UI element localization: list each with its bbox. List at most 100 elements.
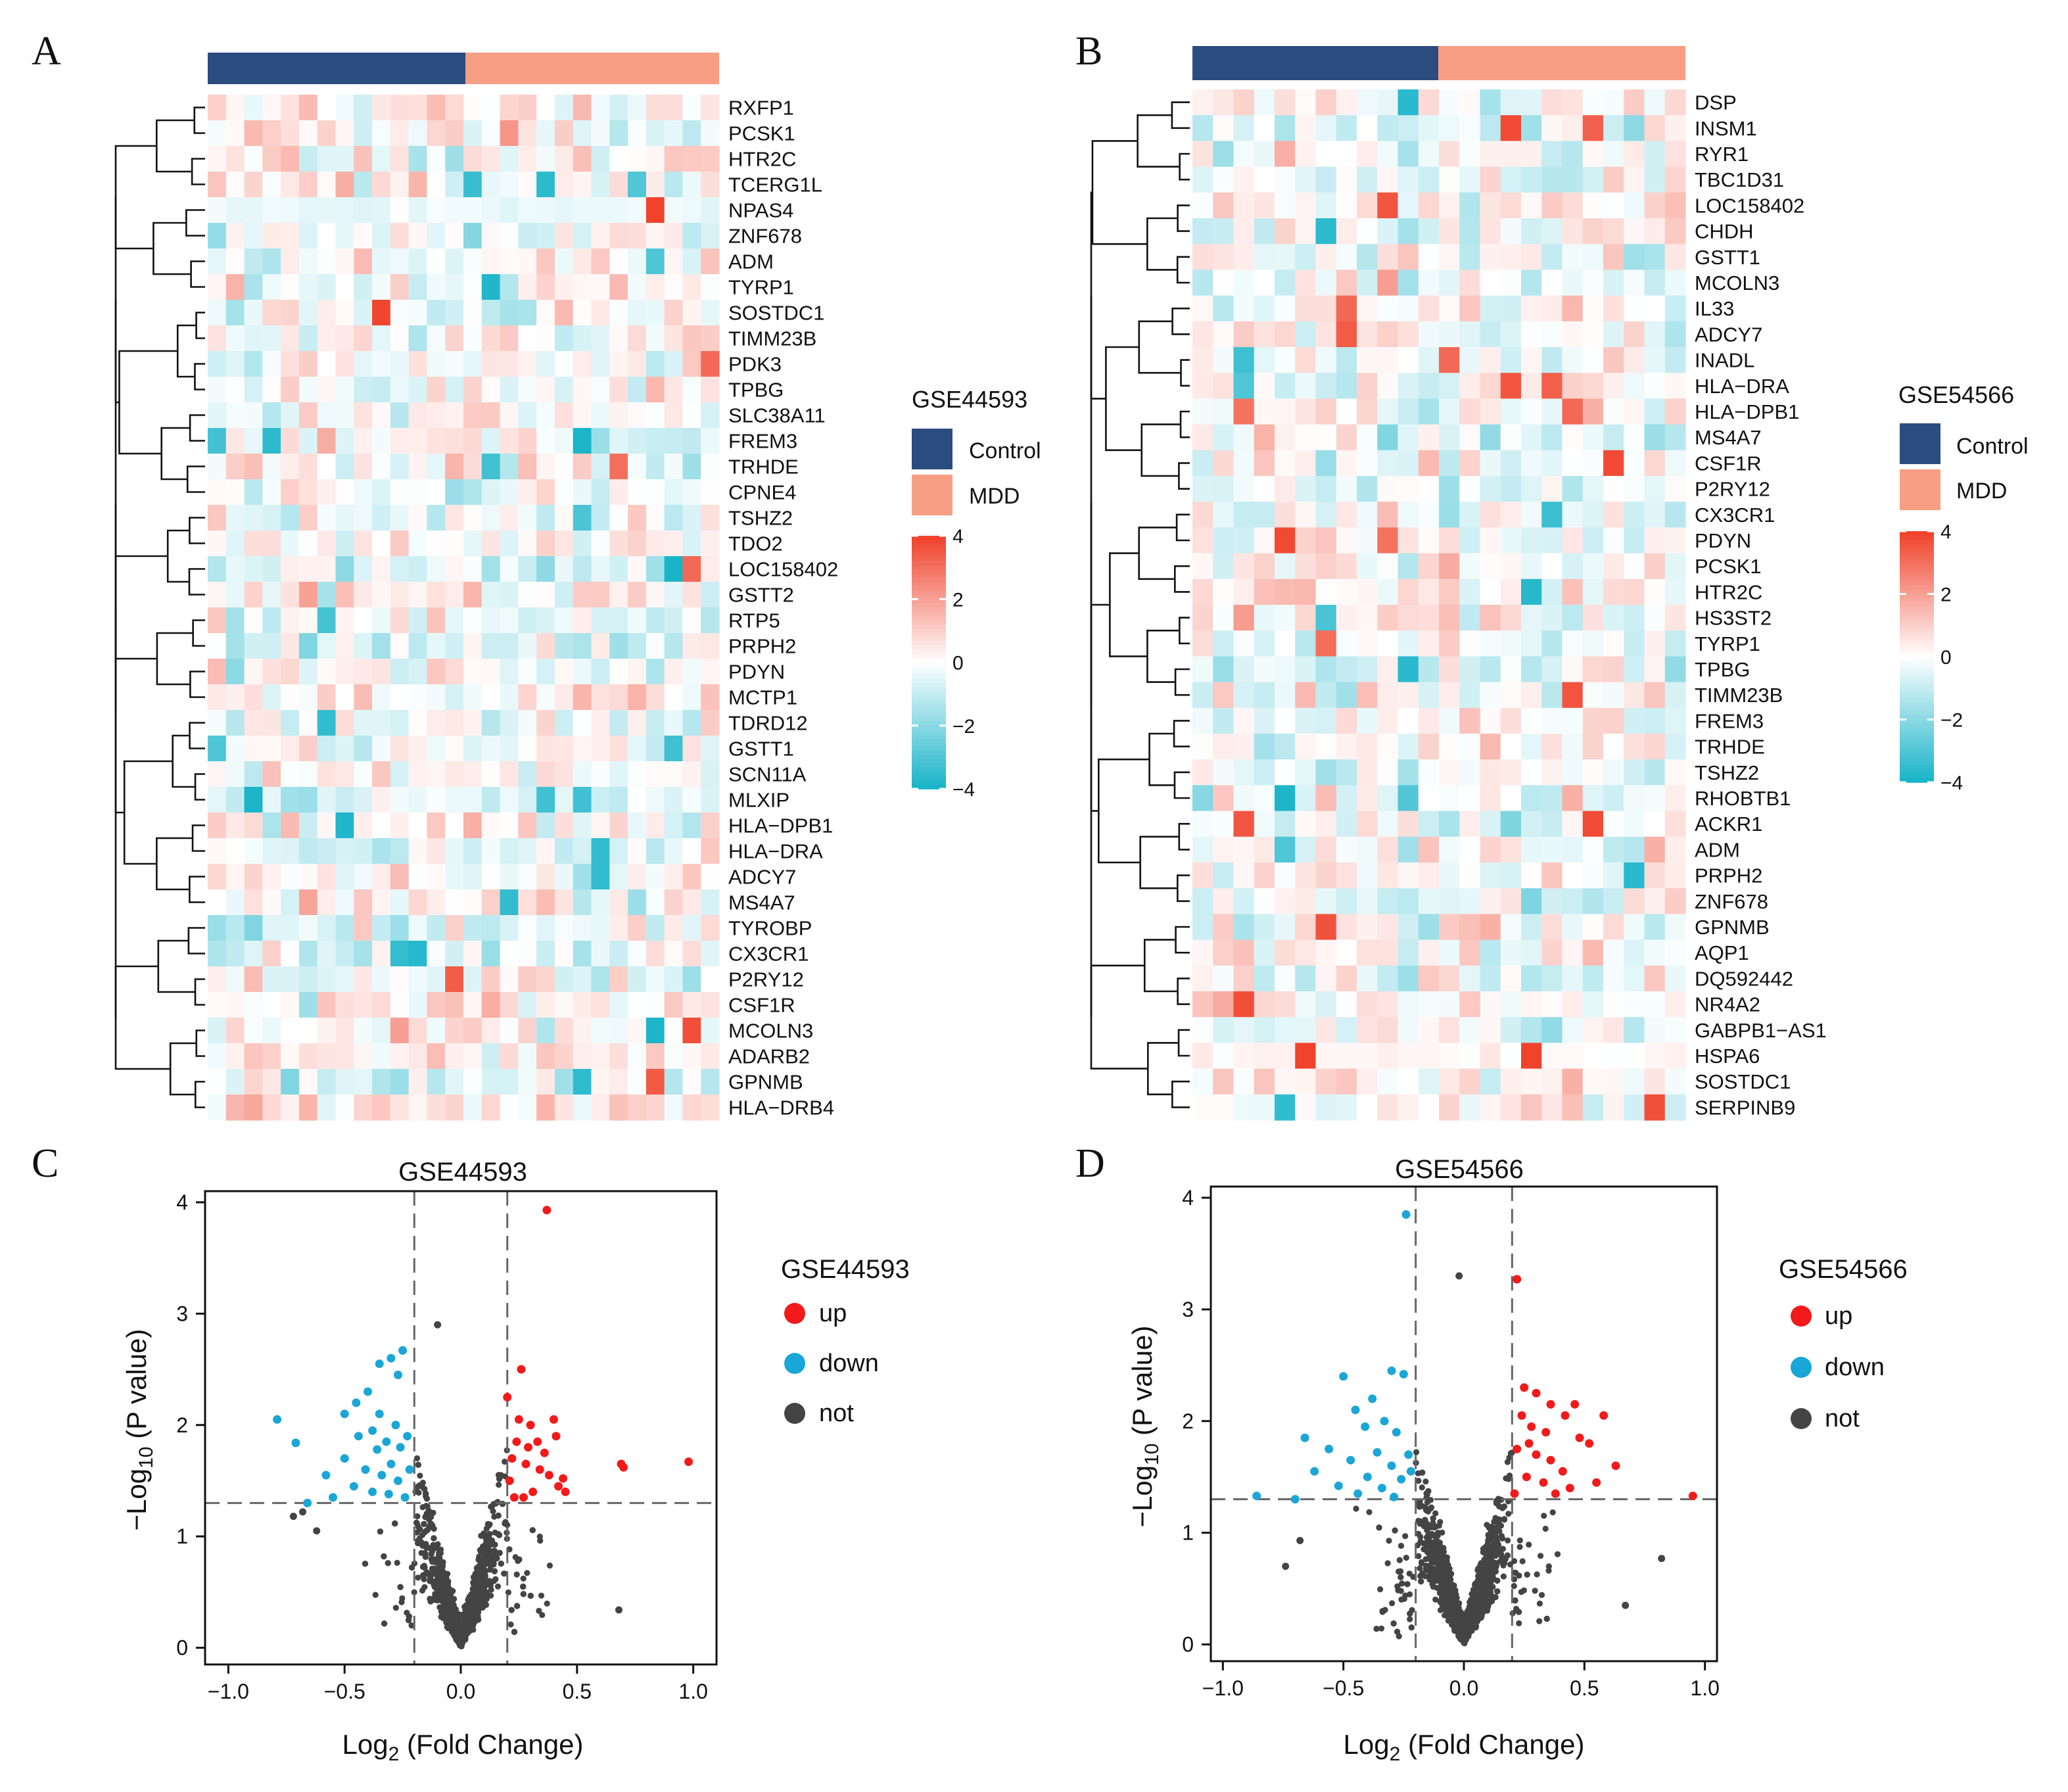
heatmap-cell — [1315, 424, 1337, 451]
colorbar-tick-label: 2 — [1940, 584, 1952, 606]
heatmap-cell — [408, 197, 428, 224]
heatmap-cell — [1357, 321, 1378, 348]
heatmap-cell — [701, 146, 720, 172]
heatmap-cell — [1459, 218, 1481, 245]
heatmap-cell — [536, 454, 555, 480]
heatmap-cell — [1377, 888, 1399, 914]
heatmap-cell — [445, 787, 464, 813]
heatmap-cell — [682, 633, 701, 659]
heatmap-cell — [1439, 1068, 1460, 1095]
heatmap-cell — [1459, 244, 1481, 270]
heatmap-cell — [463, 1095, 482, 1121]
heatmap-cell — [372, 915, 391, 941]
heatmap-cell — [1295, 811, 1317, 837]
heatmap-cell — [628, 684, 647, 711]
heatmap-cell — [298, 223, 318, 249]
heatmap-cell — [1521, 1043, 1542, 1070]
heatmap-cell — [390, 197, 410, 224]
heatmap-cell — [1541, 270, 1563, 296]
heatmap-cell — [208, 146, 227, 172]
heatmap-cell — [208, 992, 227, 1018]
heatmap-cell — [1500, 1068, 1522, 1095]
heatmap-cell — [1192, 1043, 1213, 1070]
heatmap-cell — [536, 120, 555, 147]
colorbar-step — [1900, 590, 1934, 595]
heatmap-cell — [1603, 476, 1624, 502]
gene-label: MCOLN3 — [1695, 271, 1779, 295]
heatmap-cell — [1398, 347, 1419, 373]
heatmap-cell — [1295, 759, 1317, 786]
heatmap-cell — [390, 454, 410, 480]
heatmap-cell — [1336, 424, 1357, 451]
heatmap-cell — [701, 377, 720, 403]
heatmap-cell — [1233, 1068, 1255, 1095]
heatmap-cell — [317, 531, 337, 557]
heatmap-cell — [1624, 578, 1645, 605]
heatmap-cell — [701, 505, 720, 531]
heatmap-cell — [1295, 1068, 1317, 1095]
heatmap-cell — [1541, 321, 1563, 348]
heatmap-cell — [372, 248, 391, 275]
heatmap-cell — [1603, 785, 1624, 812]
heatmap-cell — [500, 761, 519, 788]
heatmap-cell — [573, 889, 592, 916]
heatmap-cell — [1541, 502, 1563, 528]
heatmap-cell — [1213, 192, 1234, 219]
heatmap-cell — [445, 915, 464, 941]
heatmap-cell — [628, 274, 647, 300]
heatmap-cell — [481, 274, 501, 300]
heatmap-cell — [1541, 630, 1563, 657]
heatmap-cell — [1192, 862, 1213, 889]
colorbar-step — [912, 746, 946, 752]
heatmap-cell — [372, 761, 391, 788]
heatmap-cell — [518, 787, 537, 813]
heatmap-cell — [1624, 373, 1645, 399]
heatmap-cell — [225, 736, 245, 762]
heatmap-cell — [1357, 965, 1378, 992]
heatmap-cell — [1624, 811, 1645, 837]
heatmap-cell — [427, 736, 446, 762]
dendrogram-branch — [1143, 939, 1178, 993]
heatmap-cell — [427, 787, 446, 813]
gene-label: MCTP1 — [728, 686, 797, 709]
heatmap-cell — [390, 633, 410, 659]
heatmap-cell — [664, 1095, 684, 1121]
heatmap-cell — [390, 146, 410, 172]
heatmap-cell — [1295, 682, 1317, 709]
heatmap-cell — [262, 248, 281, 275]
heatmap-cell — [317, 248, 337, 275]
gene-label: TPBG — [728, 379, 784, 402]
heatmap-cell — [208, 428, 227, 454]
gene-label: SOSTDC1 — [728, 302, 824, 325]
heatmap-cell — [573, 146, 592, 172]
heatmap-cell — [481, 710, 501, 736]
heatmap-cell — [1418, 141, 1440, 168]
heatmap-cell — [244, 1018, 263, 1044]
heatmap-cell — [1295, 965, 1317, 992]
heatmap-cell — [1562, 115, 1584, 141]
colorbar-step — [1900, 682, 1934, 687]
dendrogram-branch — [192, 619, 205, 647]
gene-label: DSP — [1695, 91, 1737, 114]
heatmap-cell — [573, 633, 592, 659]
heatmap-cell — [1377, 1017, 1399, 1043]
heatmap-cell — [298, 1018, 318, 1044]
heatmap-cell — [262, 941, 281, 967]
heatmap-cell — [554, 454, 574, 480]
heatmap-cell — [1459, 1017, 1481, 1043]
heatmap-cell — [628, 454, 647, 480]
heatmap-cell — [609, 172, 628, 198]
heatmap-cell — [518, 736, 537, 762]
heatmap-cell — [427, 710, 446, 736]
heatmap-cell — [701, 274, 720, 300]
heatmap-cell — [427, 402, 446, 429]
dendrogram-branch — [1148, 732, 1175, 786]
heatmap-cell — [500, 531, 519, 557]
heatmap-cell — [372, 1095, 391, 1121]
heatmap-cell — [1603, 1043, 1624, 1070]
colorbar-step — [912, 578, 946, 583]
heatmap-cell — [1582, 862, 1604, 889]
heatmap-cell — [445, 710, 464, 736]
heatmap-cell — [225, 402, 245, 429]
heatmap-cell — [408, 838, 428, 864]
